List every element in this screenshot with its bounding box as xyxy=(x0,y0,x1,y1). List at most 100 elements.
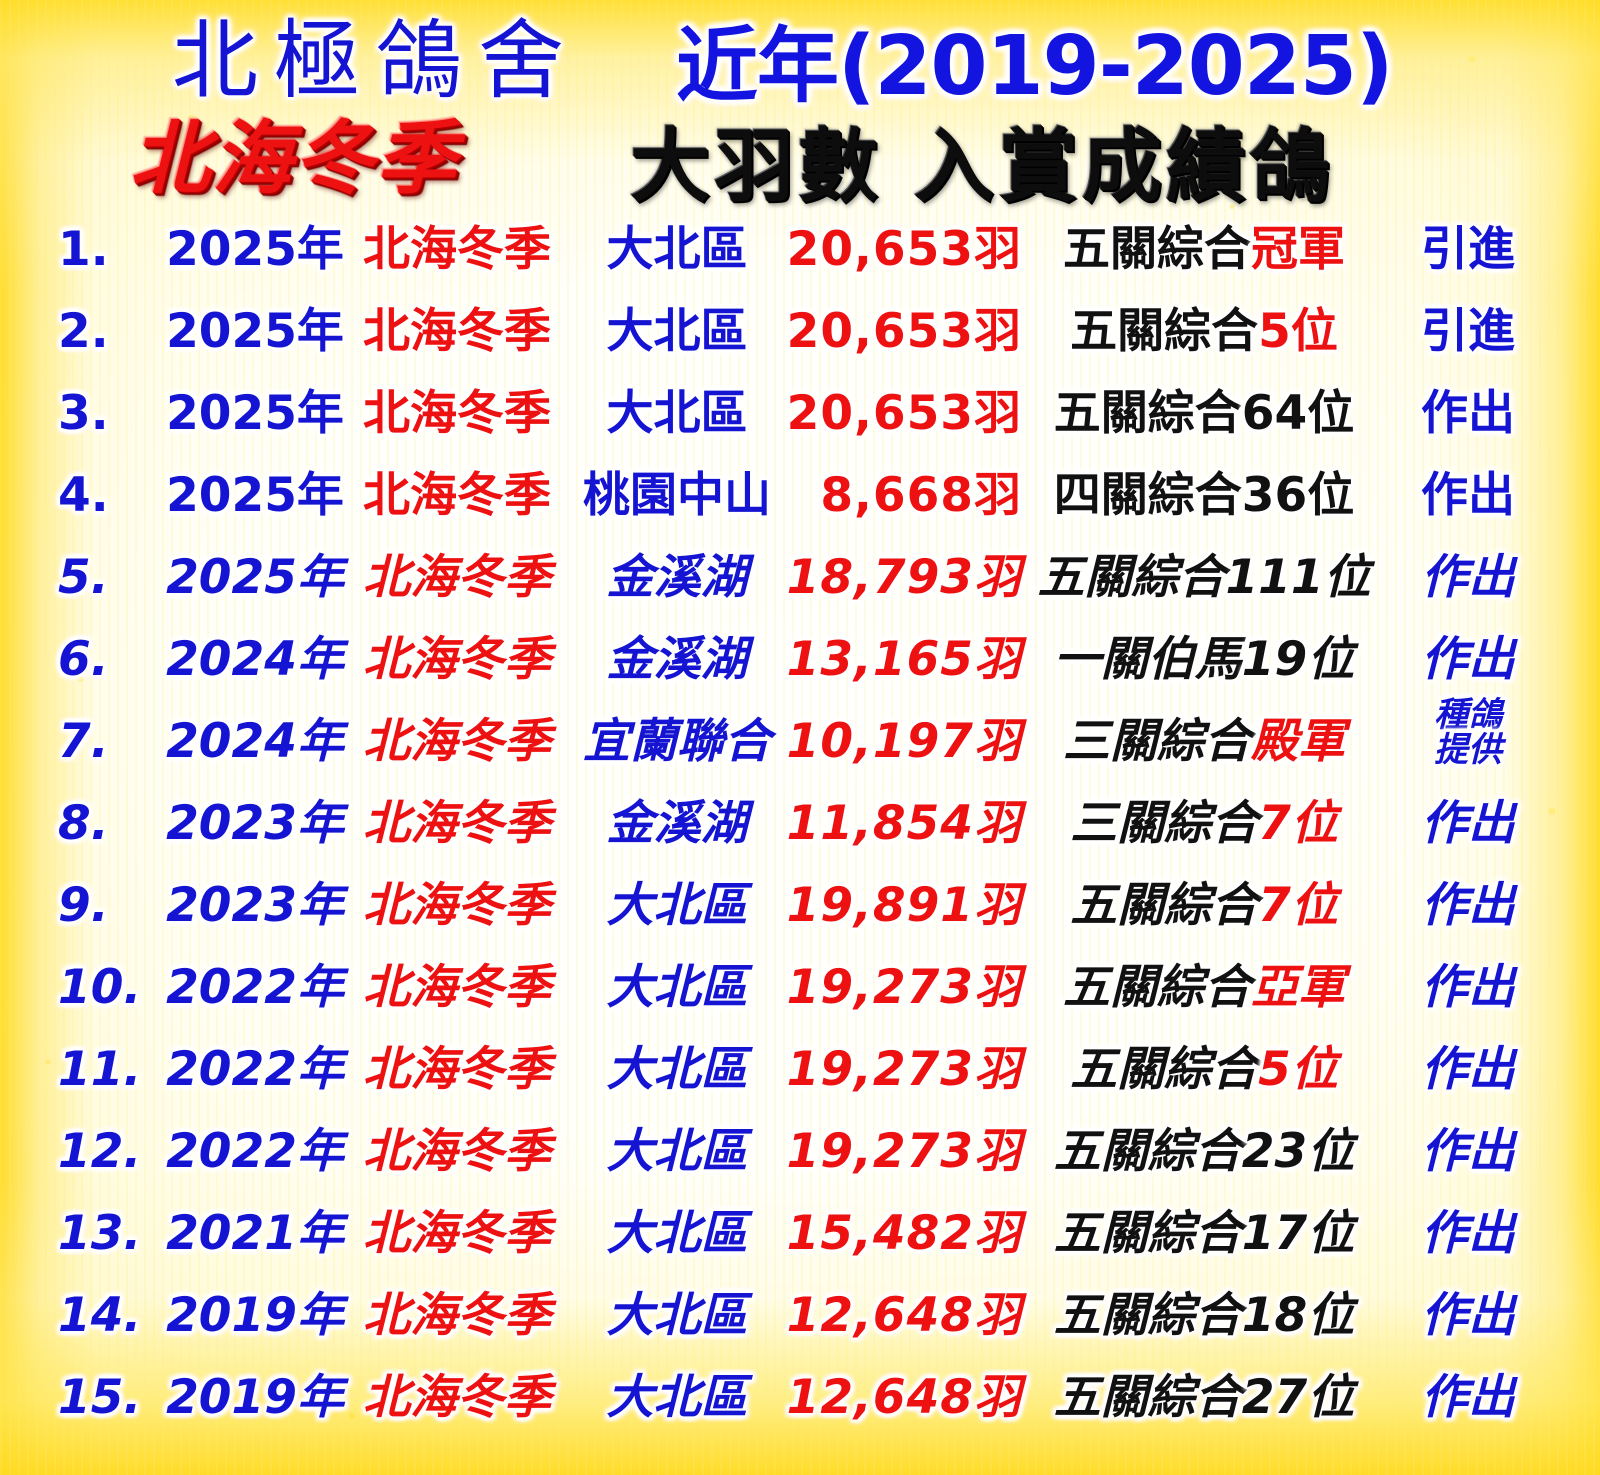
result-row: 6. 2024年 北海冬季 金溪湖 13,165羽 一關伯馬19位 作出 xyxy=(0,622,1600,704)
row-club: 宜蘭聯合 xyxy=(583,714,771,769)
row-result-rank: 64位 xyxy=(1241,386,1355,441)
result-row: 15. 2019年 北海冬季 大北區 12,648羽 五關綜合27位 作出 xyxy=(0,1360,1600,1442)
row-breeder-note-line: 提供 xyxy=(1434,729,1502,770)
row-season: 北海冬季 xyxy=(363,714,551,769)
row-season: 北海冬季 xyxy=(363,468,551,523)
row-result-rank: 5位 xyxy=(1258,1042,1338,1097)
row-result: 三關綜合殿軍 xyxy=(1034,704,1374,780)
row-index: 9. xyxy=(58,878,109,933)
row-result-rank: 19位 xyxy=(1241,632,1355,687)
row-result: 五關綜合5位 xyxy=(1034,1032,1374,1108)
row-bird-count: 10,197羽 xyxy=(786,714,1022,769)
row-use: 作出 xyxy=(1421,550,1515,605)
row-index: 2. xyxy=(58,304,109,359)
kennel-name-title: 北極鴿舍 xyxy=(172,11,580,111)
row-result-prefix: 五關綜合 xyxy=(1053,1288,1242,1343)
row-result-rank: 18位 xyxy=(1241,1288,1355,1343)
row-bird-count: 20,653羽 xyxy=(786,304,1022,359)
row-result-prefix: 五關綜合 xyxy=(1053,1370,1242,1425)
row-bird-count: 19,273羽 xyxy=(786,1124,1022,1179)
row-use: 作出 xyxy=(1421,1124,1515,1179)
row-result: 五關綜合亞軍 xyxy=(1034,950,1374,1026)
row-use: 作出 xyxy=(1421,632,1515,687)
row-club: 大北區 xyxy=(606,1370,748,1425)
row-year: 2019年 xyxy=(166,1370,344,1425)
row-season: 北海冬季 xyxy=(363,1370,551,1425)
result-row: 13. 2021年 北海冬季 大北區 15,482羽 五關綜合17位 作出 xyxy=(0,1196,1600,1278)
row-result: 三關綜合7位 xyxy=(1034,786,1374,862)
row-result-rank: 27位 xyxy=(1241,1370,1355,1425)
row-year: 2021年 xyxy=(166,1206,344,1261)
row-bird-count: 8,668羽 xyxy=(820,468,1022,523)
row-result: 四關綜合36位 xyxy=(1034,458,1374,534)
row-result: 五關綜合5位 xyxy=(1034,294,1374,370)
row-season: 北海冬季 xyxy=(363,1124,551,1179)
row-club: 大北區 xyxy=(606,1124,748,1179)
row-result-prefix: 五關綜合 xyxy=(1070,878,1259,933)
row-club: 金溪湖 xyxy=(606,550,748,605)
row-use: 作出 xyxy=(1421,796,1515,851)
row-breeder-note-line: 種鴿 xyxy=(1434,695,1502,735)
poster-header: 北極鴿舍 近年(2019-2025) 北海冬季 大羽數 入賞成績鴿 xyxy=(0,0,1600,212)
row-bird-count: 11,854羽 xyxy=(786,796,1022,851)
row-year: 2025年 xyxy=(166,386,344,441)
row-result-rank: 冠軍 xyxy=(1251,222,1345,277)
row-result-prefix: 三關綜合 xyxy=(1063,714,1251,769)
result-row: 2. 2025年 北海冬季 大北區 20,653羽 五關綜合5位 引進 xyxy=(0,294,1600,376)
row-use: 作出 xyxy=(1421,878,1515,933)
row-season: 北海冬季 xyxy=(363,960,551,1015)
row-result: 五關綜合18位 xyxy=(1034,1278,1374,1354)
row-result-rank: 111位 xyxy=(1225,550,1371,605)
row-use: 作出 xyxy=(1421,386,1515,441)
row-year: 2022年 xyxy=(166,960,344,1015)
row-index: 7. xyxy=(58,714,109,769)
result-row: 5. 2025年 北海冬季 金溪湖 18,793羽 五關綜合111位 作出 xyxy=(0,540,1600,622)
row-year: 2022年 xyxy=(166,1042,344,1097)
row-result-rank: 7位 xyxy=(1258,878,1338,933)
row-index: 15. xyxy=(58,1370,142,1425)
row-club: 大北區 xyxy=(606,386,748,441)
row-club: 桃園中山 xyxy=(583,468,771,523)
row-year: 2023年 xyxy=(166,878,344,933)
row-result-rank: 23位 xyxy=(1241,1124,1355,1179)
row-club: 大北區 xyxy=(606,304,748,359)
row-result-prefix: 五關綜合 xyxy=(1037,550,1226,605)
row-index: 14. xyxy=(58,1288,142,1343)
row-result-rank: 5位 xyxy=(1258,304,1338,359)
row-club: 大北區 xyxy=(606,960,748,1015)
row-bird-count: 12,648羽 xyxy=(786,1370,1022,1425)
result-row: 7. 2024年 北海冬季 宜蘭聯合 10,197羽 三關綜合殿軍 種鴿 提供 xyxy=(0,698,1600,786)
row-index: 11. xyxy=(58,1042,142,1097)
row-result-prefix: 五關綜合 xyxy=(1070,1042,1259,1097)
row-season: 北海冬季 xyxy=(363,1288,551,1343)
result-row: 3. 2025年 北海冬季 大北區 20,653羽 五關綜合64位 作出 xyxy=(0,376,1600,458)
row-year: 2024年 xyxy=(166,714,344,769)
row-season: 北海冬季 xyxy=(363,878,551,933)
result-row: 8. 2023年 北海冬季 金溪湖 11,854羽 三關綜合7位 作出 xyxy=(0,786,1600,868)
row-index: 3. xyxy=(58,386,109,441)
result-row: 12. 2022年 北海冬季 大北區 19,273羽 五關綜合23位 作出 xyxy=(0,1114,1600,1196)
row-result: 五關綜合17位 xyxy=(1034,1196,1374,1272)
result-row: 1. 2025年 北海冬季 大北區 20,653羽 五關綜合冠軍 引進 xyxy=(0,212,1600,294)
row-bird-count: 13,165羽 xyxy=(786,632,1022,687)
row-result: 五關綜合7位 xyxy=(1034,868,1374,944)
result-row: 9. 2023年 北海冬季 大北區 19,891羽 五關綜合7位 作出 xyxy=(0,868,1600,950)
row-club: 大北區 xyxy=(606,1206,748,1261)
row-year: 2025年 xyxy=(166,222,344,277)
row-use: 引進 xyxy=(1421,222,1515,277)
row-club: 大北區 xyxy=(606,222,748,277)
row-result-prefix: 五關綜合 xyxy=(1053,1124,1242,1179)
row-result-prefix: 五關綜合 xyxy=(1053,1206,1242,1261)
row-bird-count: 19,273羽 xyxy=(786,960,1022,1015)
row-season: 北海冬季 xyxy=(363,632,551,687)
result-row: 14. 2019年 北海冬季 大北區 12,648羽 五關綜合18位 作出 xyxy=(0,1278,1600,1360)
row-year: 2022年 xyxy=(166,1124,344,1179)
row-club: 金溪湖 xyxy=(606,796,748,851)
season-title: 北海冬季 xyxy=(130,111,458,205)
row-use: 作出 xyxy=(1421,1370,1515,1425)
result-row: 4. 2025年 北海冬季 桃園中山 8,668羽 四關綜合36位 作出 xyxy=(0,458,1600,540)
result-row: 10. 2022年 北海冬季 大北區 19,273羽 五關綜合亞軍 作出 xyxy=(0,950,1600,1032)
row-result-prefix: 五關綜合 xyxy=(1063,960,1251,1015)
result-row: 11. 2022年 北海冬季 大北區 19,273羽 五關綜合5位 作出 xyxy=(0,1032,1600,1114)
